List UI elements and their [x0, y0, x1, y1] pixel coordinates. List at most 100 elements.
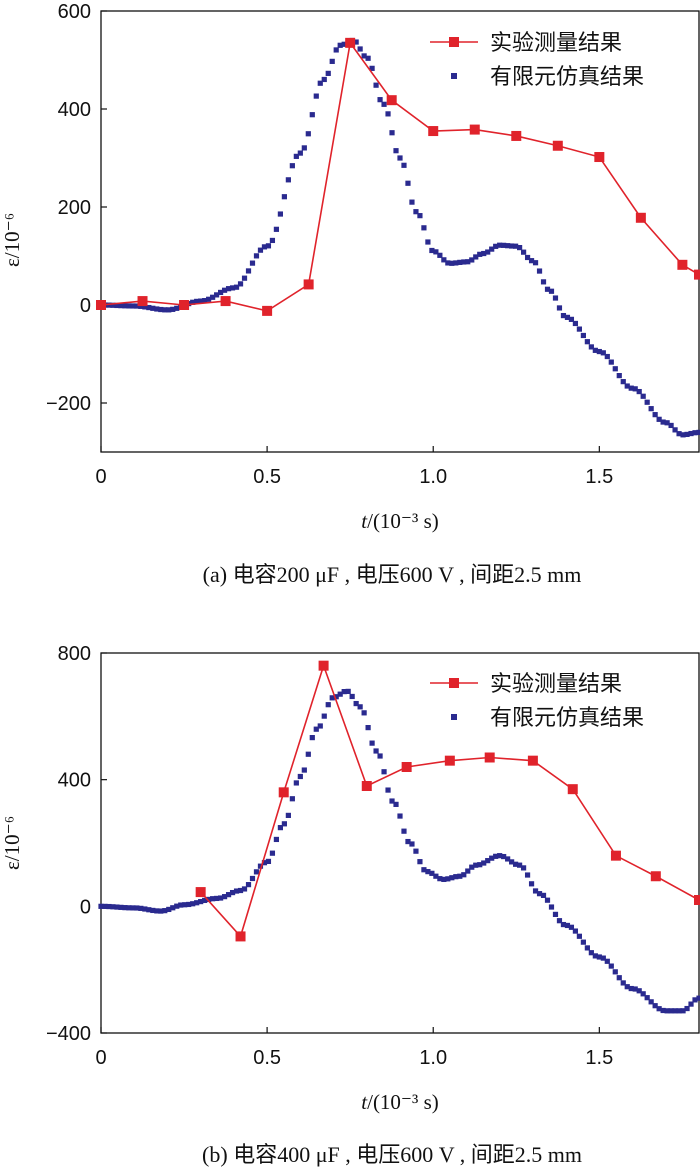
simulation-point-a — [150, 305, 156, 311]
simulation-point-b — [293, 780, 299, 786]
simulation-point-b — [413, 848, 419, 854]
experiment-series-b — [195, 660, 700, 942]
simulation-point-a — [389, 130, 395, 136]
simulation-point-a — [692, 430, 698, 436]
simulation-point-a — [497, 242, 503, 248]
simulation-point-b — [457, 873, 463, 879]
simulation-point-a — [329, 58, 335, 64]
simulation-point-a — [265, 243, 272, 249]
simulation-point-a — [313, 93, 319, 99]
simulation-point-a — [269, 237, 276, 244]
experiment-point-a — [677, 259, 688, 270]
experiment-point-b — [235, 931, 246, 942]
simulation-point-a — [106, 302, 112, 308]
simulation-point-b — [688, 1001, 694, 1007]
simulation-point-b — [285, 812, 291, 818]
simulation-point-a — [648, 406, 654, 412]
simulation-point-a — [485, 249, 491, 255]
simulation-point-b — [305, 751, 311, 757]
simulation-point-a — [608, 359, 614, 365]
simulation-point-b — [301, 767, 307, 773]
simulation-point-b — [170, 905, 176, 911]
y-tick-label-a: 0 — [80, 295, 91, 317]
simulation-point-b — [194, 900, 200, 906]
x-axis-label-a: t/(10⁻³ s) — [361, 509, 438, 533]
legend-marker-experiment-a — [449, 37, 459, 47]
simulation-point-b — [405, 838, 411, 845]
simulation-point-a — [206, 296, 212, 302]
simulation-point-b — [656, 1006, 662, 1012]
simulation-point-a — [377, 97, 383, 103]
experiment-point-a — [635, 212, 646, 223]
simulation-point-a — [429, 247, 435, 254]
y-tick-label-a: −200 — [46, 393, 91, 415]
y-tick-label-a: 600 — [58, 1, 91, 23]
simulation-point-a — [596, 348, 602, 355]
simulation-point-a — [580, 332, 586, 339]
simulation-point-b — [377, 753, 383, 759]
simulation-point-b — [321, 713, 327, 719]
simulation-point-a — [405, 180, 411, 186]
x-axis-label-b: t/(10⁻³ s) — [361, 1090, 438, 1114]
experiment-point-b — [195, 887, 206, 898]
x-ticks-b: 0 0.5 1.0 1.5 — [95, 1027, 613, 1069]
simulation-point-a — [632, 386, 638, 392]
simulation-point-a — [413, 209, 419, 215]
experiment-line-a — [100, 40, 700, 312]
simulation-point-b — [182, 902, 188, 908]
experiment-point-a — [137, 296, 148, 307]
simulation-point-a — [473, 254, 479, 260]
simulation-point-a — [664, 420, 670, 426]
legend-label-simulation-b: 有限元仿真结果 — [490, 706, 644, 731]
experiment-point-a — [386, 95, 397, 106]
simulation-point-b — [517, 862, 523, 868]
simulation-point-a — [333, 47, 339, 53]
simulation-point-b — [580, 939, 586, 945]
simulation-point-b — [481, 860, 487, 866]
simulation-point-b — [684, 1005, 690, 1012]
simulation-point-a — [449, 260, 455, 266]
y-tick-label-b: 0 — [80, 896, 91, 918]
simulation-point-a — [321, 76, 327, 83]
simulation-point-b — [453, 874, 459, 880]
simulation-point-b — [524, 872, 531, 878]
simulation-point-b — [241, 886, 248, 892]
simulation-point-b — [389, 798, 395, 804]
simulation-series-a — [98, 37, 700, 438]
experiment-point-a — [345, 37, 356, 48]
simulation-point-b — [652, 1003, 658, 1009]
simulation-point-a — [154, 306, 160, 312]
simulation-point-b — [353, 700, 359, 707]
simulation-point-b — [178, 902, 184, 908]
simulation-point-b — [425, 869, 431, 875]
simulation-point-a — [297, 150, 303, 156]
simulation-point-b — [257, 863, 264, 869]
simulation-point-b — [333, 694, 339, 700]
y-tick-label-b: 800 — [58, 643, 91, 665]
simulation-point-b — [441, 876, 447, 883]
simulation-point-b — [202, 897, 208, 904]
simulation-point-a — [369, 65, 375, 71]
simulation-point-b — [560, 921, 567, 928]
simulation-point-a — [146, 304, 152, 311]
simulation-point-a — [552, 295, 559, 301]
legend-a: 实验测量结果 有限元仿真结果 — [430, 31, 644, 90]
simulation-point-a — [433, 249, 439, 255]
simulation-point-b — [134, 905, 140, 911]
simulation-point-a — [134, 303, 140, 309]
simulation-point-a — [305, 131, 311, 137]
simulation-point-b — [620, 980, 626, 986]
simulation-point-b — [261, 860, 268, 866]
simulation-point-b — [696, 995, 700, 1001]
experiment-point-b — [610, 850, 621, 861]
simulation-point-b — [588, 950, 594, 956]
simulation-point-a — [138, 303, 144, 309]
simulation-point-b — [130, 905, 136, 911]
simulation-point-a — [493, 243, 499, 249]
simulation-point-b — [608, 963, 614, 969]
legend-marker-simulation-b — [451, 714, 457, 720]
plot-frame-b — [100, 652, 700, 1034]
x-tick-label-a: 1.5 — [585, 466, 613, 488]
simulation-point-b — [417, 859, 423, 865]
